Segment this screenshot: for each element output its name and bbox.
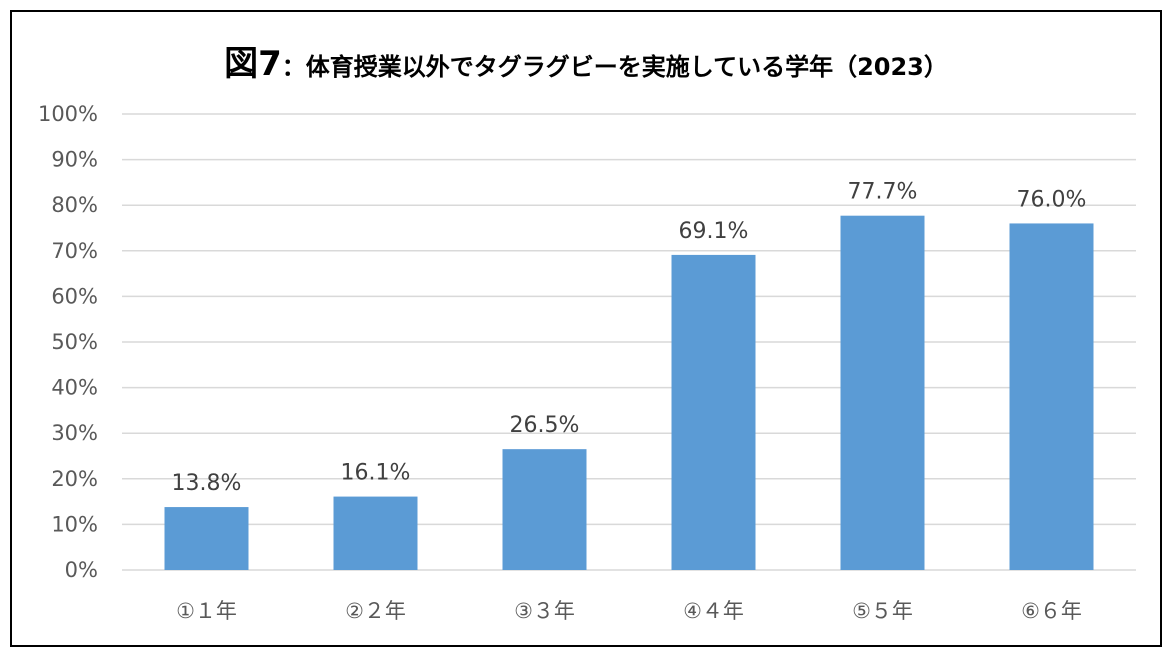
data-label: 76.0% (1017, 187, 1087, 212)
y-tick-label: 70% (51, 239, 98, 263)
y-tick-label: 50% (51, 330, 98, 354)
bars (164, 215, 1094, 571)
y-tick-label: 10% (51, 512, 98, 536)
y-tick-label: 30% (51, 421, 98, 445)
category-label: ①１年 (176, 599, 237, 623)
y-tick-label: 20% (51, 467, 98, 491)
y-tick-label: 40% (51, 376, 98, 400)
data-label: 77.7% (848, 180, 918, 205)
y-tick-label: 0% (65, 558, 98, 582)
chart-title: 図7：体育授業以外でタグラグビーを実施している学年（2023） (0, 36, 1172, 85)
bar (502, 449, 587, 570)
y-tick-label: 60% (51, 284, 98, 308)
x-axis-category-labels: ①１年 ②２年 ③３年 ④４年 ⑤５年 ⑥６年 (176, 599, 1082, 623)
data-label: 69.1% (679, 219, 749, 244)
category-label: ④４年 (683, 599, 744, 623)
chart-title-text: ：体育授業以外でタグラグビーを実施している学年（2023） (281, 53, 948, 81)
bar (333, 496, 418, 570)
bar (164, 507, 249, 570)
y-tick-label: 90% (51, 148, 98, 172)
y-axis-tick-labels: 0% 10% 20% 30% 40% 50% 60% 70% 80% 90% 100% (38, 102, 98, 582)
category-label: ③３年 (514, 599, 575, 623)
y-tick-label: 80% (51, 193, 98, 217)
data-label: 16.1% (341, 461, 411, 486)
data-label: 26.5% (510, 413, 580, 438)
bar (1009, 223, 1094, 570)
category-label: ②２年 (345, 599, 406, 623)
category-label: ⑤５年 (852, 599, 913, 623)
bar (840, 215, 925, 571)
y-tick-label: 100% (38, 102, 98, 126)
bar (671, 254, 756, 571)
gridlines (122, 113, 1136, 571)
category-label: ⑥６年 (1021, 599, 1082, 623)
data-labels: 13.8% 16.1% 26.5% 69.1% 77.7% 76.0% (172, 180, 1087, 496)
data-label: 13.8% (172, 471, 242, 496)
chart-title-figure-number: 図7 (224, 44, 282, 84)
